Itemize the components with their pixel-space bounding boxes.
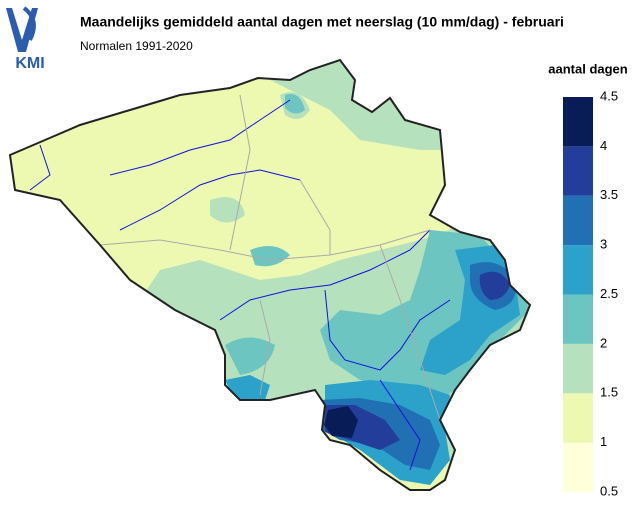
- map-zone: [225, 337, 275, 375]
- legend-tick-label: 3: [600, 237, 607, 252]
- legend-swatch: [563, 195, 593, 246]
- legend-swatch: [563, 393, 593, 443]
- logo-text: KMI: [15, 55, 44, 72]
- river: [379, 379, 421, 471]
- legend-tick-label: 4: [600, 138, 607, 153]
- legend-swatch: [563, 343, 593, 394]
- legend-tick-label: 1.5: [600, 385, 618, 400]
- logo-swoosh: [22, 6, 36, 41]
- map-zone: [250, 246, 290, 267]
- province-border: [259, 299, 271, 396]
- legend-title: aantal dagen: [548, 61, 628, 76]
- legend-tick-label: 4.5: [600, 88, 618, 103]
- province-border: [299, 179, 331, 255]
- legend-tick-label: 2: [600, 335, 607, 350]
- legend-swatch: [563, 146, 593, 196]
- map-zone: [479, 271, 510, 300]
- rivers: [29, 99, 451, 471]
- river: [109, 99, 291, 176]
- river: [29, 144, 51, 191]
- legend-swatch: [563, 245, 593, 295]
- legend-tick-label: 3.5: [600, 187, 618, 202]
- legend: 0.5 1 1.5 2 2.5 3 3.5 4 4.5: [563, 88, 618, 498]
- borders: [99, 94, 441, 421]
- map-zone: [225, 375, 270, 400]
- province-border: [379, 244, 441, 421]
- logo: KMI: [6, 6, 45, 72]
- map-zone: [285, 94, 305, 114]
- river: [119, 169, 301, 231]
- map-zone: [324, 406, 358, 438]
- legend-swatch: [563, 442, 593, 492]
- river: [324, 289, 451, 371]
- subtitle: Normalen 1991-2020: [80, 39, 193, 53]
- river: [219, 229, 431, 321]
- logo-mark: [6, 8, 38, 52]
- map-zone: [210, 197, 245, 223]
- legend-swatch: [563, 97, 593, 147]
- legend-swatch: [563, 294, 593, 344]
- legend-tick-label: 1: [600, 434, 607, 449]
- legend-tick-label: 2.5: [600, 286, 618, 301]
- province-border: [229, 94, 251, 251]
- legend-tick-label: 0.5: [600, 483, 618, 498]
- title: Maandelijks gemiddeld aantal dagen met n…: [80, 14, 564, 30]
